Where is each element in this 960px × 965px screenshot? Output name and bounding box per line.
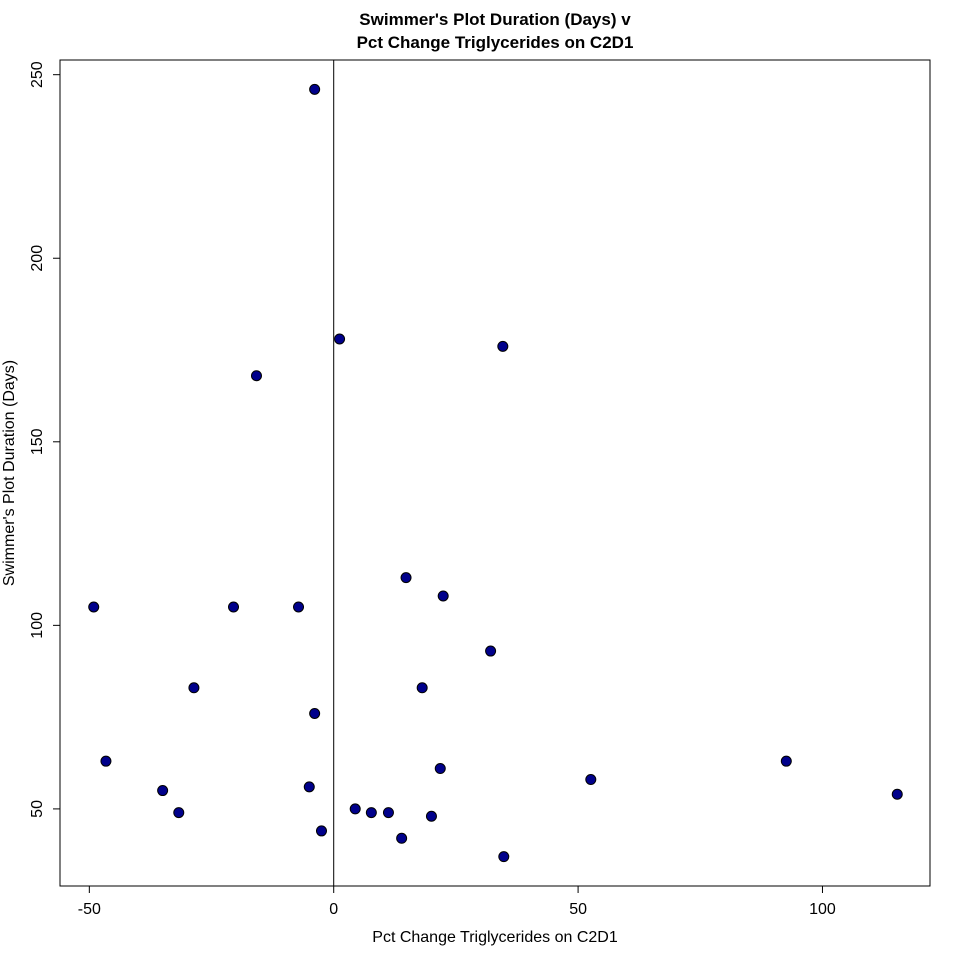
plot-frame: [59, 59, 931, 887]
data-point: [416, 682, 428, 694]
data-point: [173, 807, 185, 819]
data-point: [382, 807, 394, 819]
data-point: [425, 810, 437, 822]
data-point: [585, 774, 597, 786]
data-point: [309, 707, 321, 719]
data-point: [349, 803, 361, 815]
data-point: [485, 645, 497, 657]
data-point: [293, 601, 305, 613]
chart-title-line-2: Pct Change Triglycerides on C2D1: [357, 33, 634, 52]
chart-title: Swimmer's Plot Duration (Days) v Pct Cha…: [357, 10, 634, 52]
data-point: [400, 572, 412, 584]
x-axis-title: Pct Change Triglycerides on C2D1: [372, 929, 618, 946]
data-point: [498, 851, 510, 863]
data-point: [188, 682, 200, 694]
data-point: [891, 788, 903, 800]
data-point: [334, 333, 346, 345]
data-point: [309, 83, 321, 95]
data-point: [497, 340, 509, 352]
data-point: [437, 590, 449, 602]
x-tick-label: 50: [569, 901, 587, 918]
data-point: [303, 781, 315, 793]
x-tick-label: 100: [809, 901, 836, 918]
data-point: [396, 832, 408, 844]
data-point: [315, 825, 327, 837]
data-points: [88, 83, 903, 863]
chart-title-line-1: Swimmer's Plot Duration (Days) v: [359, 10, 631, 29]
data-point: [228, 601, 240, 613]
data-point: [88, 601, 100, 613]
data-point: [250, 370, 262, 382]
y-tick-label: 250: [29, 61, 46, 88]
y-tick-label: 150: [29, 428, 46, 455]
data-point: [100, 755, 112, 767]
data-point: [365, 807, 377, 819]
y-tick-label: 100: [29, 612, 46, 639]
y-tick-label: 50: [29, 800, 46, 818]
x-axis: -50 0 50 100: [78, 885, 836, 918]
y-tick-label: 200: [29, 245, 46, 272]
data-point: [434, 763, 446, 775]
y-axis-title: Swimmer's Plot Duration (Days): [1, 360, 18, 586]
y-axis: 50 100 150 200 250: [29, 61, 61, 818]
x-tick-label: -50: [78, 901, 101, 918]
x-tick-label: 0: [329, 901, 338, 918]
data-point: [157, 785, 169, 797]
data-point: [780, 755, 792, 767]
